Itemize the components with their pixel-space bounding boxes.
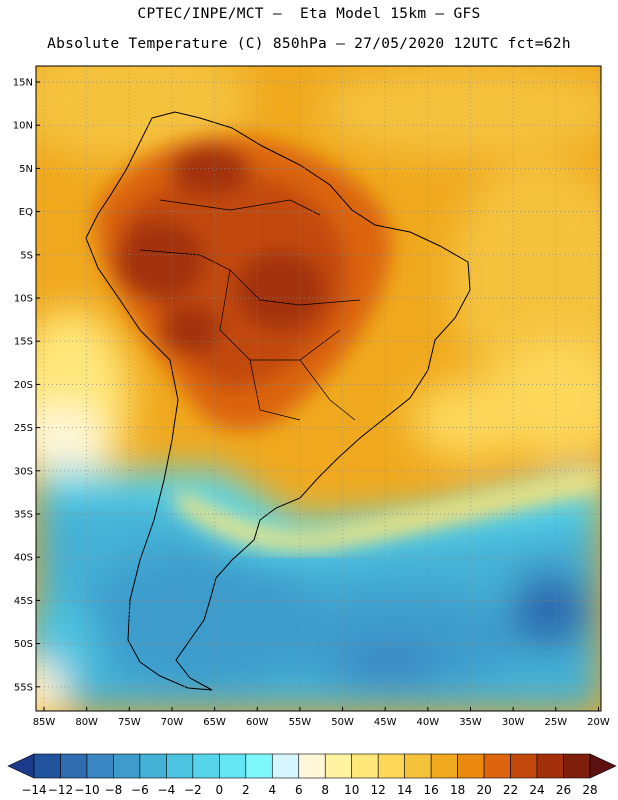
lat-tick-label: 45S [14, 596, 33, 607]
colorbar-box [430, 753, 458, 779]
colorbar: −14 −12 −10 −8 −6 −4 −2 0 2 4 6 8 10 12 14 16 18 20 22 24 26… [7, 753, 617, 797]
lon-tick-label: 65W [203, 717, 226, 728]
colorbar-extend-low [7, 753, 35, 779]
colorbar-label: −14 [21, 783, 46, 797]
colorbar-box [563, 753, 591, 779]
lat-tick-label: 35S [14, 510, 33, 521]
colorbar-label: 0 [216, 783, 224, 797]
colorbar-box [457, 753, 485, 779]
colorbar-label: 2 [242, 783, 250, 797]
colorbar-label: −12 [48, 783, 73, 797]
colorbar-box [33, 753, 61, 779]
south-america-coastline [85, 111, 471, 691]
colorbar-box [324, 753, 353, 779]
colorbar-box [271, 753, 300, 779]
colorbar-label: 28 [582, 783, 597, 797]
title-line-1: CPTEC/INPE/MCT – Eta Model 15km – GFS [137, 6, 481, 22]
colorbar-label: 8 [321, 783, 329, 797]
colorbar-label: −2 [184, 783, 202, 797]
lat-tick-label: 5S [20, 250, 33, 261]
lat-tick-label: 15S [14, 337, 33, 348]
colorbar-label: 18 [450, 783, 465, 797]
colorbar-label: 26 [556, 783, 571, 797]
title-line-2: Absolute Temperature (C) 850hPa – 27/05/… [47, 36, 571, 52]
colorbar-box [60, 753, 88, 779]
latitude-labels: 15N 10N 5N EQ 5S 10S 15S 20S 25S 30S 35S 40S 45S 50S 5… [13, 78, 40, 693]
colorbar-label: 6 [295, 783, 303, 797]
lat-tick-label: EQ [19, 207, 33, 218]
lat-tick-label: 30S [14, 466, 33, 477]
colorbar-label: −8 [105, 783, 123, 797]
colorbar-box [510, 753, 538, 779]
lat-tick-label: 15N [13, 78, 33, 89]
lat-tick-label: 25S [14, 423, 33, 434]
lon-tick-label: 30W [502, 717, 525, 728]
colorbar-label: 16 [424, 783, 439, 797]
colorbar-box [404, 753, 432, 779]
colorbar-extend-high [589, 753, 617, 779]
colorbar-box [536, 753, 564, 779]
colorbar-box [245, 753, 273, 779]
colorbar-box [351, 753, 379, 779]
interior-borders [139, 199, 361, 421]
colorbar-box [377, 753, 405, 779]
colorbar-box [166, 753, 194, 779]
colorbar-box [113, 753, 141, 779]
lat-tick-label: 40S [14, 553, 33, 564]
colorbar-box [219, 753, 247, 779]
lon-tick-label: 70W [161, 717, 184, 728]
lat-tick-label: 55S [14, 682, 33, 693]
colorbar-label: 22 [503, 783, 518, 797]
lon-tick-label: 45W [374, 717, 397, 728]
colorbar-label: −6 [131, 783, 149, 797]
temperature-field [36, 66, 601, 711]
lat-tick-label: 10S [14, 294, 33, 305]
lon-tick-label: 25W [544, 717, 567, 728]
lon-tick-label: 20W [587, 717, 610, 728]
lat-tick-label: 50S [14, 639, 33, 650]
lat-tick-label: 10N [13, 121, 33, 132]
map-frame [35, 65, 602, 712]
lon-tick-label: 60W [246, 717, 269, 728]
colorbar-label: 20 [476, 783, 491, 797]
colorbar-label: −4 [158, 783, 176, 797]
colorbar-label: 10 [344, 783, 359, 797]
lon-tick-label: 40W [417, 717, 440, 728]
lat-tick-label: 5N [19, 164, 33, 175]
colorbar-label: 24 [529, 783, 544, 797]
colorbar-box [86, 753, 114, 779]
lon-tick-label: 75W [118, 717, 141, 728]
lon-tick-label: 80W [75, 717, 98, 728]
longitude-labels: 85W 80W 75W 70W 65W 60W 55W 50W 45W 40W 35W 30W 25W 2… [33, 707, 610, 728]
lon-tick-label: 50W [331, 717, 354, 728]
colorbar-label: 14 [397, 783, 412, 797]
colorbar-box [192, 753, 220, 779]
colorbar-label: 12 [371, 783, 386, 797]
lon-tick-label: 35W [459, 717, 482, 728]
colorbar-label: −10 [74, 783, 99, 797]
colorbar-box [139, 753, 167, 779]
colorbar-label: 4 [268, 783, 276, 797]
lat-tick-label: 20S [14, 380, 33, 391]
lon-tick-label: 55W [289, 717, 312, 728]
colorbar-box [483, 753, 511, 779]
colorbar-box [298, 753, 326, 779]
lon-tick-label: 85W [33, 717, 56, 728]
